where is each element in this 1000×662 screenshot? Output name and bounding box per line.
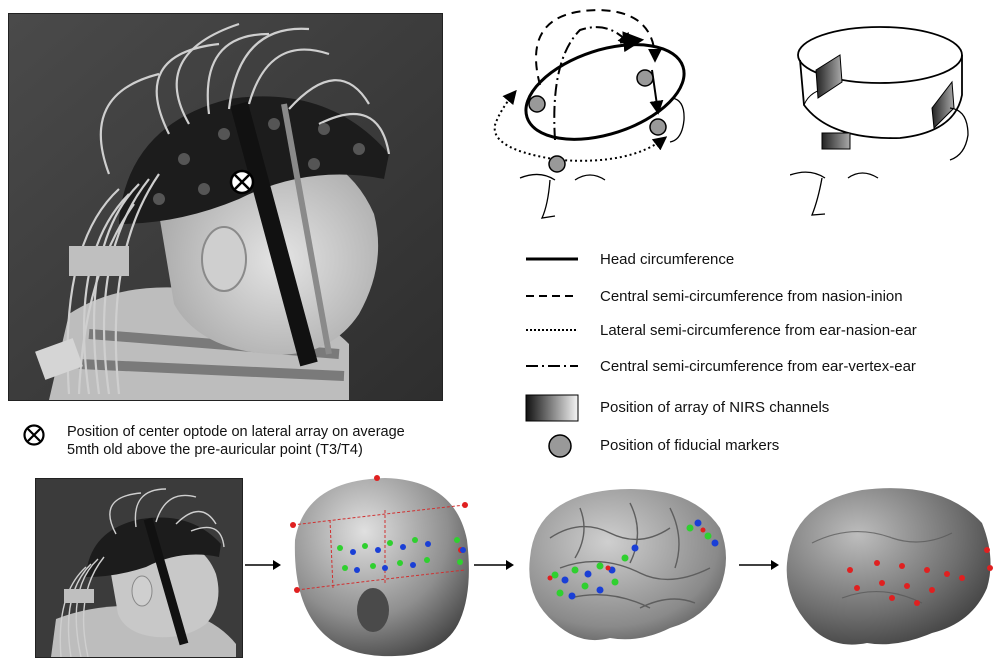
infant-cap-photo [8, 13, 443, 401]
brain-render-channels [520, 478, 735, 648]
fiducial-marker [636, 69, 654, 87]
legend-array-position: Position of array of NIRS channels [600, 399, 830, 416]
fiducial-marker [649, 118, 667, 136]
legend-fiducial-markers: Position of fiducial markers [600, 437, 780, 454]
head-measurement-diagram [480, 0, 710, 235]
legend-fiducial-swatch [548, 434, 572, 458]
ear-vertex-ear-curve [553, 26, 632, 141]
array-position-diagram [790, 10, 980, 230]
pipeline-arrow-3 [739, 560, 779, 570]
optode-legend-icon [22, 423, 46, 447]
legend: Head circumference Central semi-circumfe… [520, 243, 990, 468]
head-3d-render [285, 470, 475, 660]
fiducial-marker [548, 155, 566, 173]
optode-caption-line1: Position of center optode on lateral arr… [67, 424, 405, 440]
legend-ear-vertex-ear: Central semi-circumference from ear-vert… [600, 358, 916, 375]
pipeline-arrow-1 [245, 560, 281, 570]
channel-markers-brain [847, 547, 993, 606]
legend-head-circumference: Head circumference [600, 251, 735, 268]
optode-caption: Position of center optode on lateral arr… [67, 423, 487, 459]
array-patch-left [815, 54, 843, 99]
optode-caption-line2: 5mth old above the pre-auricular point (… [67, 442, 363, 458]
ear-nasion-ear-curve [493, 89, 561, 161]
array-patch-right [931, 80, 955, 130]
nasion-inion-curve [535, 8, 662, 86]
infant-cap-photo-small [35, 478, 243, 658]
brain-render-projected [782, 478, 997, 650]
pipeline-arrow-2 [474, 560, 514, 570]
head-circumference-curve [524, 43, 686, 141]
legend-array-swatch [525, 394, 579, 422]
optode-position-marker [229, 169, 255, 195]
legend-ear-nasion-ear: Lateral semi-circumference from ear-nasi… [600, 322, 917, 339]
array-patch-front [821, 132, 851, 150]
legend-nasion-inion: Central semi-circumference from nasion-i… [600, 288, 903, 305]
fiducial-marker [528, 95, 546, 113]
